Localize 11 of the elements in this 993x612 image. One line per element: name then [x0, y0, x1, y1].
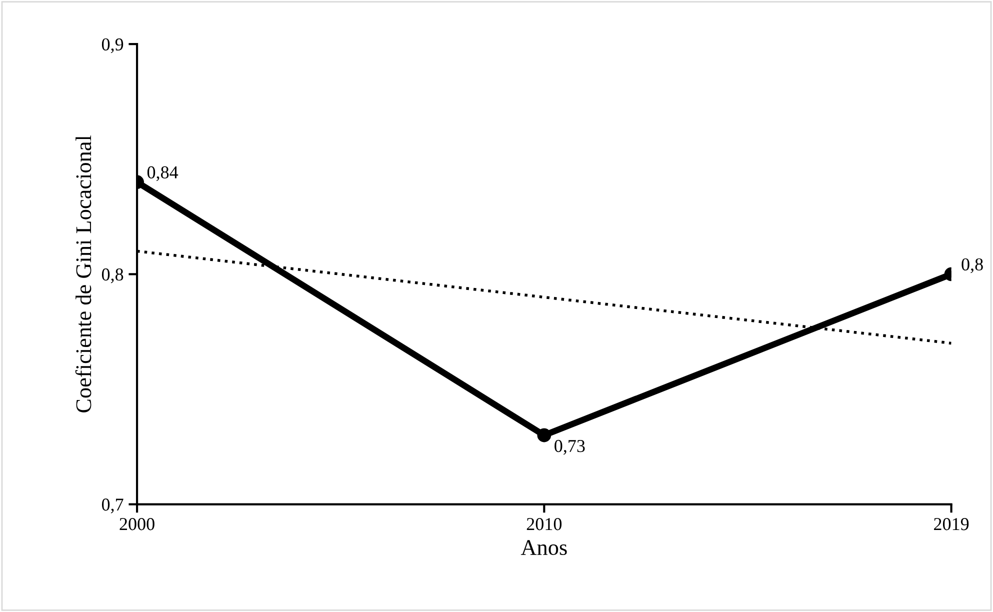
x-tick-label: 2000: [120, 518, 154, 530]
y-axis-title: Coeficiente de Gini Locacional: [75, 135, 92, 412]
x-tick-label: 2010: [526, 518, 562, 530]
data-label: 0,84: [147, 166, 178, 182]
y-tick-label: 0,8: [102, 268, 124, 284]
data-label: 0,8: [962, 258, 983, 274]
x-tick-label: 2019: [934, 518, 969, 530]
data-label: 0,73: [554, 440, 585, 455]
y-tick-label: 0,7: [102, 498, 124, 514]
y-tick-label: 0,9: [102, 38, 124, 54]
x-axis-title: Anos: [520, 540, 567, 556]
